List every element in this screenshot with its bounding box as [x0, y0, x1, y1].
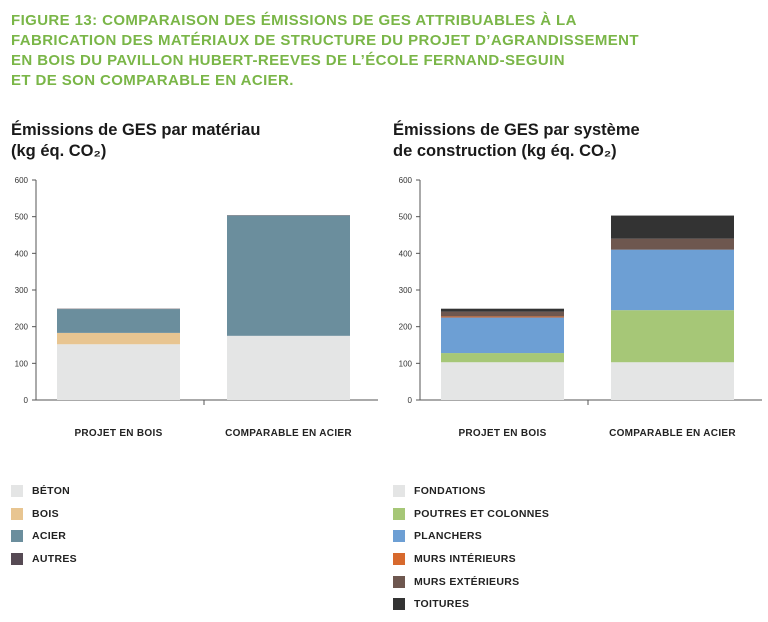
legend-label: POUTRES ET COLONNES — [414, 507, 550, 520]
x-category-label: COMPARABLE EN ACIER — [609, 428, 736, 439]
legend-label: AUTRES — [32, 553, 77, 566]
legend-swatch — [393, 485, 405, 498]
legend-swatch — [11, 485, 23, 498]
legend-label: PLANCHERS — [414, 530, 483, 543]
bar-segment-fondations — [611, 362, 734, 400]
bar-segment-toitures — [441, 308, 564, 312]
y-tick-label: 400 — [15, 249, 29, 258]
bar-segment-murs-exterieurs — [441, 311, 564, 317]
legend-label: MURS EXTÉRIEURS — [414, 575, 520, 588]
chart-title-line: de construction (kg éq. CO₂) — [393, 142, 617, 160]
legend-swatch — [393, 575, 405, 588]
y-tick-label: 400 — [399, 249, 413, 258]
legend-item-beton: BÉTON — [11, 480, 77, 503]
legend-label: BÉTON — [32, 485, 71, 498]
legend-label: FONDATIONS — [414, 485, 486, 498]
figure-title-line: FIGURE 13: COMPARAISON DES ÉMISSIONS DE … — [11, 12, 577, 29]
bar-segment-planchers — [441, 317, 564, 354]
legend-swatch — [11, 530, 23, 543]
chart-systems: 0 100 200 300 400 500 600 PROJET EN BOIS COMPARA… — [399, 176, 762, 439]
chart-title-materials: Émissions de GES par matériau (kg éq. CO… — [11, 120, 260, 162]
legend-label: ACIER — [32, 530, 67, 543]
legend-swatch — [393, 507, 405, 520]
legend-item-toitures: TOITURES — [393, 593, 549, 616]
legend-label: BOIS — [32, 507, 59, 520]
legend-item-bois: BOIS — [11, 503, 77, 526]
y-tick-label: 500 — [399, 213, 413, 222]
y-tick-label: 600 — [15, 176, 29, 185]
legend-item-autres: AUTRES — [11, 548, 77, 571]
figure-title-line: FABRICATION DES MATÉRIAUX DE STRUCTURE D… — [11, 32, 639, 49]
y-tick-label: 300 — [15, 286, 29, 295]
chart-materials: 0 100 200 300 400 500 600 PROJET EN BOIS COMPARA… — [15, 176, 378, 439]
legend-materials: BÉTON BOIS ACIER AUTRES — [11, 480, 77, 570]
bar-segment-planchers — [611, 249, 734, 311]
figure-title: FIGURE 13: COMPARAISON DES ÉMISSIONS DE … — [11, 11, 751, 91]
bar-segment-fondations — [441, 362, 564, 400]
bar-segment-toitures — [611, 215, 734, 239]
bar-segment-acier — [57, 309, 180, 333]
y-tick-label: 0 — [408, 396, 413, 405]
y-tick-label: 100 — [15, 359, 29, 368]
legend-item-poutres-et-colonnes: POUTRES ET COLONNES — [393, 503, 549, 526]
y-tick-label: 200 — [399, 323, 413, 332]
figure-title-line: ET DE SON COMPARABLE EN ACIER. — [11, 72, 294, 89]
legend-swatch — [393, 530, 405, 543]
y-tick-label: 300 — [399, 286, 413, 295]
legend-swatch — [393, 553, 405, 566]
figure-title-line: EN BOIS DU PAVILLON HUBERT-REEVES DE L’É… — [11, 52, 565, 69]
y-tick-label: 600 — [399, 176, 413, 185]
legend-item-fondations: FONDATIONS — [393, 480, 549, 503]
x-category-label: COMPARABLE EN ACIER — [225, 428, 352, 439]
legend-swatch — [11, 507, 23, 520]
y-tick-label: 200 — [15, 323, 29, 332]
bar-segment-murs-exterieurs — [611, 238, 734, 250]
legend-label: TOITURES — [414, 598, 470, 611]
legend-swatch — [11, 553, 23, 566]
y-tick-label: 0 — [24, 396, 29, 405]
legend-item-acier: ACIER — [11, 525, 77, 548]
chart-title-systems: Émissions de GES par système de construc… — [393, 120, 640, 162]
bar-segment-acier — [227, 215, 350, 336]
bar-segment-murs-interieurs — [441, 316, 564, 318]
chart-title-line: Émissions de GES par matériau — [11, 121, 261, 139]
bar-segment-poutres-et-colonnes — [441, 353, 564, 363]
legend-systems: FONDATIONS POUTRES ET COLONNES PLANCHERS MU… — [393, 480, 549, 616]
chart-title-line: Émissions de GES par système — [393, 121, 640, 139]
bar-segment-poutres-et-colonnes — [611, 310, 734, 363]
legend-item-murs-interieurs: MURS INTÉRIEURS — [393, 548, 549, 571]
legend-item-murs-exterieurs: MURS EXTÉRIEURS — [393, 570, 549, 593]
x-category-label: PROJET EN BOIS — [458, 428, 546, 439]
y-tick-label: 100 — [399, 359, 413, 368]
x-category-label: PROJET EN BOIS — [74, 428, 162, 439]
legend-label: MURS INTÉRIEURS — [414, 553, 516, 566]
y-tick-label: 500 — [15, 213, 29, 222]
legend-swatch — [393, 598, 405, 611]
bar-segment-beton — [57, 344, 180, 400]
bar-segment-bois — [57, 332, 180, 345]
bar-segment-beton — [227, 335, 350, 400]
chart-title-line: (kg éq. CO₂) — [11, 142, 107, 160]
legend-item-planchers: PLANCHERS — [393, 525, 549, 548]
